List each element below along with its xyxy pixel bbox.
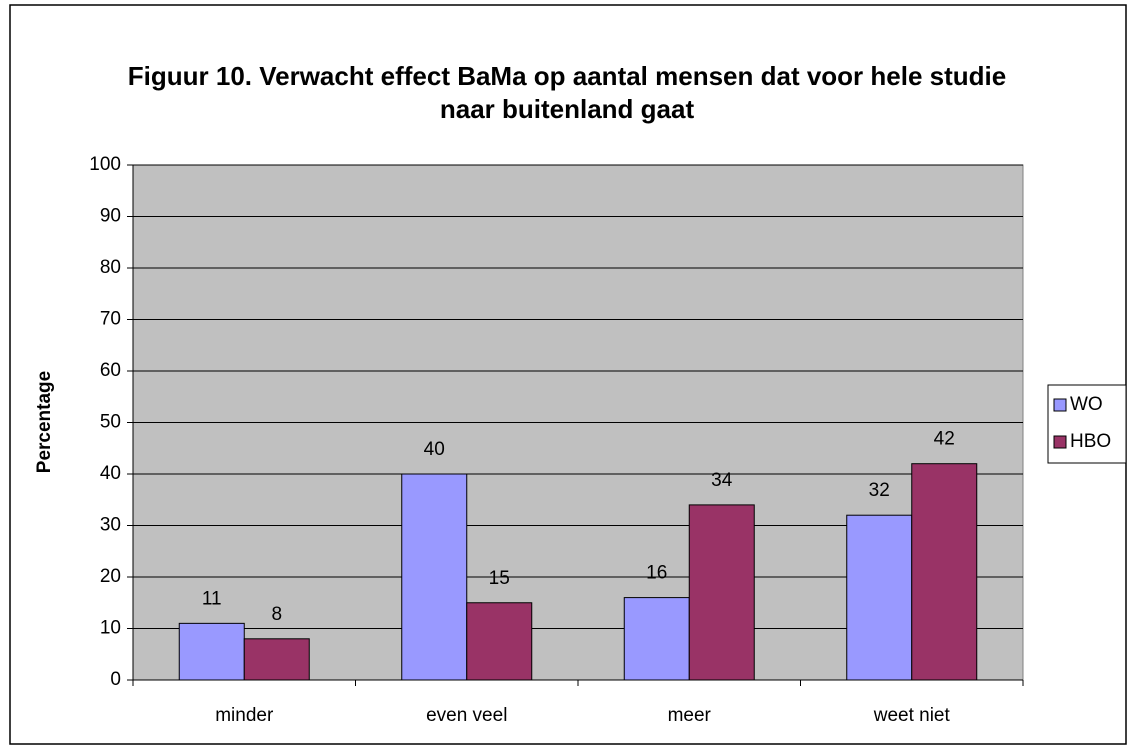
bar (688, 504, 755, 681)
legend-label: HBO (1070, 431, 1111, 452)
y-tick-label: 30 (100, 515, 121, 536)
y-tick-label: 10 (100, 618, 121, 639)
x-tick-label: minder (215, 705, 274, 726)
bar (466, 602, 533, 681)
value-label: 34 (711, 470, 733, 491)
bar (401, 473, 468, 681)
y-tick-label: 50 (100, 412, 121, 433)
value-label: 32 (869, 480, 890, 501)
value-label: 15 (489, 568, 510, 589)
x-tick-label: even veel (426, 705, 507, 726)
x-tick-label: meer (668, 705, 712, 726)
bar (178, 622, 245, 681)
legend-label: WO (1070, 394, 1103, 415)
legend-swatch (1053, 435, 1067, 449)
value-label: 8 (271, 604, 282, 625)
bar (623, 597, 690, 681)
value-label: 40 (424, 439, 445, 460)
value-label: 16 (646, 563, 667, 584)
legend-swatch (1053, 398, 1067, 412)
y-axis-label: Percentage (34, 371, 55, 473)
y-tick-label: 70 (100, 309, 121, 330)
y-tick-label: 0 (110, 669, 121, 690)
bar (243, 638, 310, 681)
y-tick-label: 20 (100, 566, 121, 587)
y-tick-label: 80 (100, 257, 121, 278)
x-tick-label: weet niet (873, 705, 951, 726)
y-tick-label: 90 (100, 206, 121, 227)
legend-box (1047, 384, 1127, 464)
bar (846, 514, 913, 681)
y-tick-label: 100 (89, 154, 121, 175)
chart-title: Figuur 10. Verwacht effect BaMa op aanta… (127, 61, 1007, 124)
value-label: 11 (202, 588, 222, 609)
y-tick-label: 60 (100, 360, 121, 381)
bar (911, 463, 978, 681)
value-label: 42 (934, 429, 955, 450)
y-tick-label: 40 (100, 463, 121, 484)
